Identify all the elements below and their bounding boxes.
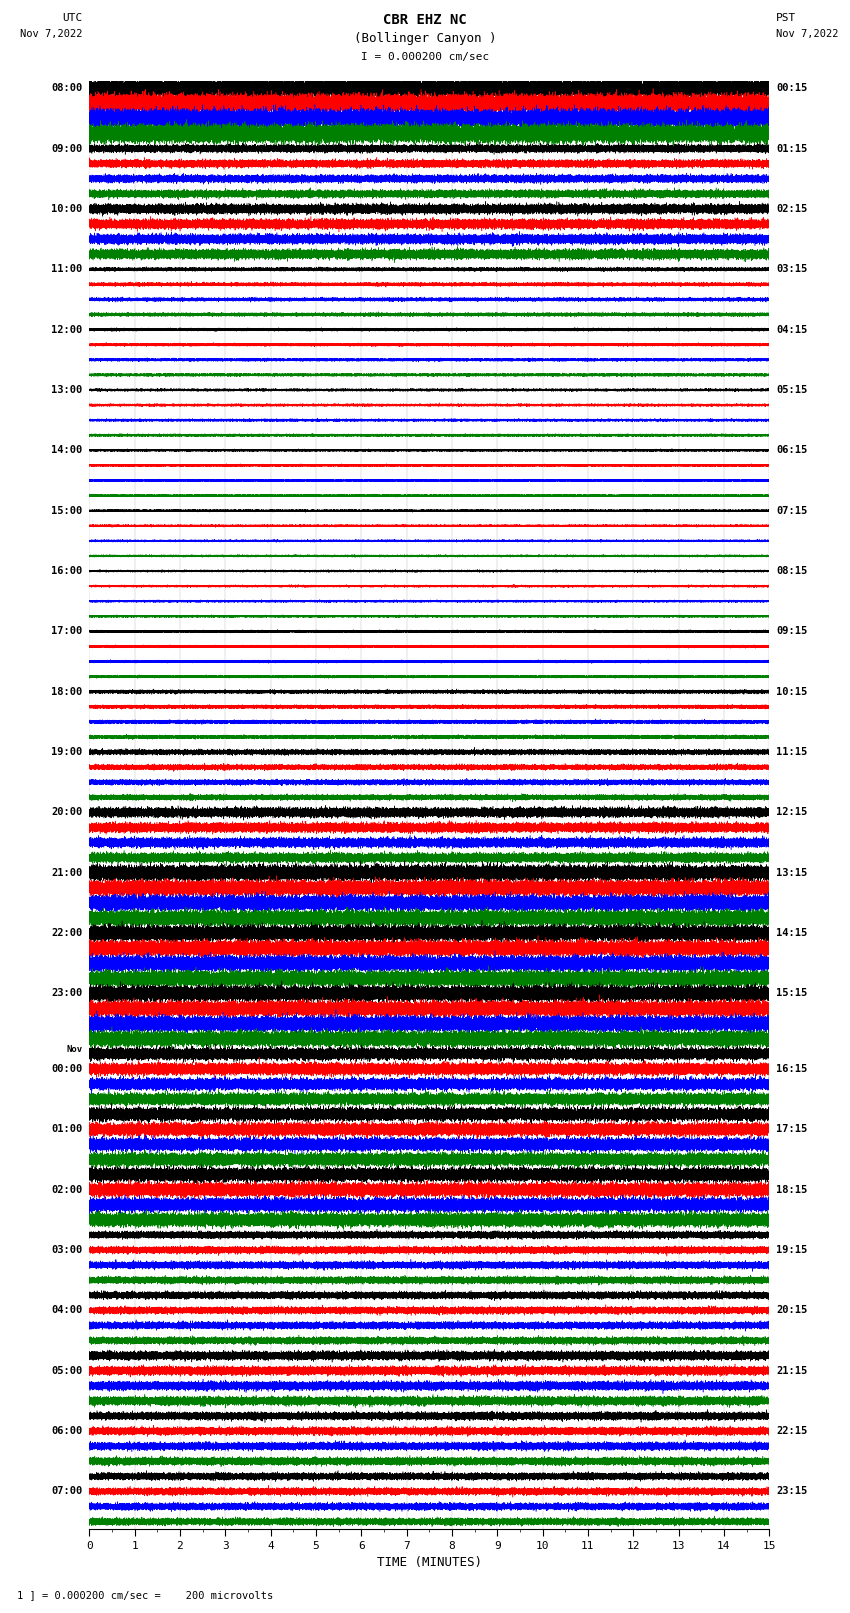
Text: 07:15: 07:15 <box>776 505 808 516</box>
Text: 04:00: 04:00 <box>51 1305 82 1315</box>
Text: 16:15: 16:15 <box>776 1065 808 1074</box>
Text: 14:00: 14:00 <box>51 445 82 455</box>
Text: Nov 7,2022: Nov 7,2022 <box>20 29 82 39</box>
Text: 00:00: 00:00 <box>51 1065 82 1074</box>
Text: 11:00: 11:00 <box>51 265 82 274</box>
Text: 15:15: 15:15 <box>776 989 808 998</box>
Text: 00:15: 00:15 <box>776 84 808 94</box>
Text: 16:00: 16:00 <box>51 566 82 576</box>
Text: 01:15: 01:15 <box>776 144 808 153</box>
Text: 04:15: 04:15 <box>776 324 808 334</box>
Text: 10:15: 10:15 <box>776 687 808 697</box>
Text: 07:00: 07:00 <box>51 1487 82 1497</box>
Text: 11:15: 11:15 <box>776 747 808 756</box>
Text: 10:00: 10:00 <box>51 203 82 215</box>
Text: 05:00: 05:00 <box>51 1366 82 1376</box>
Text: 1 ] = 0.000200 cm/sec =    200 microvolts: 1 ] = 0.000200 cm/sec = 200 microvolts <box>17 1590 273 1600</box>
Text: 09:00: 09:00 <box>51 144 82 153</box>
X-axis label: TIME (MINUTES): TIME (MINUTES) <box>377 1557 482 1569</box>
Text: 20:00: 20:00 <box>51 808 82 818</box>
Text: 06:00: 06:00 <box>51 1426 82 1436</box>
Text: 15:00: 15:00 <box>51 505 82 516</box>
Text: I = 0.000200 cm/sec: I = 0.000200 cm/sec <box>361 52 489 61</box>
Text: 21:15: 21:15 <box>776 1366 808 1376</box>
Text: 23:15: 23:15 <box>776 1487 808 1497</box>
Text: Nov: Nov <box>66 1045 82 1053</box>
Text: 23:00: 23:00 <box>51 989 82 998</box>
Text: CBR EHZ NC: CBR EHZ NC <box>383 13 467 27</box>
Text: 05:15: 05:15 <box>776 386 808 395</box>
Text: 19:00: 19:00 <box>51 747 82 756</box>
Text: UTC: UTC <box>62 13 82 23</box>
Text: 02:00: 02:00 <box>51 1184 82 1195</box>
Text: 12:00: 12:00 <box>51 324 82 334</box>
Text: 17:00: 17:00 <box>51 626 82 637</box>
Text: 08:15: 08:15 <box>776 566 808 576</box>
Text: 08:00: 08:00 <box>51 84 82 94</box>
Text: 14:15: 14:15 <box>776 927 808 939</box>
Text: 18:00: 18:00 <box>51 687 82 697</box>
Text: 20:15: 20:15 <box>776 1305 808 1315</box>
Text: PST: PST <box>776 13 796 23</box>
Text: 06:15: 06:15 <box>776 445 808 455</box>
Text: 18:15: 18:15 <box>776 1184 808 1195</box>
Text: 03:00: 03:00 <box>51 1245 82 1255</box>
Text: 22:00: 22:00 <box>51 927 82 939</box>
Text: 09:15: 09:15 <box>776 626 808 637</box>
Text: 19:15: 19:15 <box>776 1245 808 1255</box>
Text: 13:00: 13:00 <box>51 386 82 395</box>
Text: 12:15: 12:15 <box>776 808 808 818</box>
Text: 22:15: 22:15 <box>776 1426 808 1436</box>
Text: 02:15: 02:15 <box>776 203 808 215</box>
Text: 03:15: 03:15 <box>776 265 808 274</box>
Text: 17:15: 17:15 <box>776 1124 808 1134</box>
Text: Nov 7,2022: Nov 7,2022 <box>776 29 839 39</box>
Text: 01:00: 01:00 <box>51 1124 82 1134</box>
Text: (Bollinger Canyon ): (Bollinger Canyon ) <box>354 32 496 45</box>
Text: 21:00: 21:00 <box>51 868 82 877</box>
Text: 13:15: 13:15 <box>776 868 808 877</box>
